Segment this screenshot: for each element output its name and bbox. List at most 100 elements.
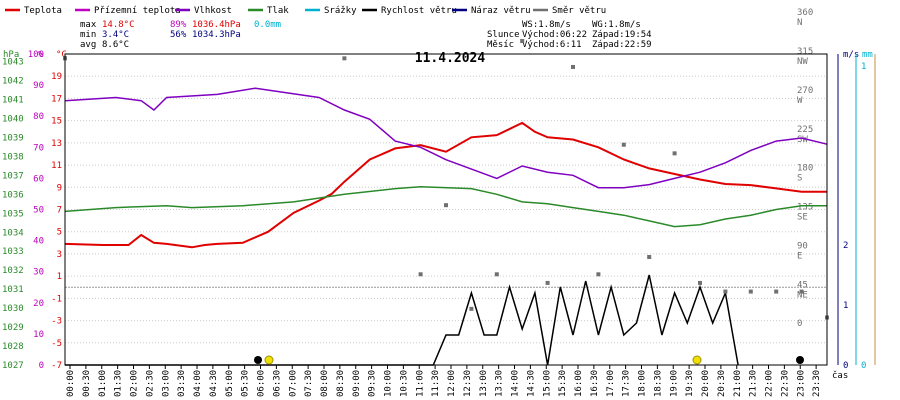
x-tick-label: 12:30 — [463, 370, 473, 397]
pressure-tick: 1035 — [2, 209, 24, 219]
x-tick-label: 19:30 — [685, 370, 695, 397]
wind-dir-label: S — [797, 174, 802, 184]
wind-ws: WS:1.8m/s — [522, 20, 571, 30]
pressure-tick: 1037 — [2, 171, 24, 181]
chart-title: 11.4.2024 — [415, 51, 486, 66]
wind-dir-label: NW — [797, 57, 808, 67]
wind-speed-tick: 0 — [843, 361, 848, 371]
x-tick-label: 04:30 — [209, 370, 219, 397]
x-tick-label: 17:00 — [606, 370, 616, 397]
legend-label: Srážky — [324, 6, 357, 16]
wind-dir-tick: 270 — [797, 86, 813, 96]
sun-label: Slunce — [487, 30, 520, 40]
x-tick-label: 15:30 — [558, 370, 568, 397]
sunset-marker — [692, 355, 702, 365]
temperature-tick: 9 — [57, 183, 62, 193]
x-tick-label: 16:30 — [590, 370, 600, 397]
stats-avg-temp: 8.6°C — [102, 40, 129, 50]
wind-dir-point — [647, 255, 652, 260]
humidity-unit: % — [38, 50, 44, 60]
wind-dir-tick: 45 — [797, 280, 808, 290]
temperature-tick: -3 — [51, 317, 62, 327]
pressure-unit: hPa — [3, 50, 19, 60]
x-tick-label: 08:30 — [336, 370, 346, 397]
temperature-tick: -7 — [51, 361, 62, 371]
x-tick-label: 10:30 — [399, 370, 409, 397]
pressure-tick: 1030 — [2, 304, 24, 314]
wind-speed-unit: m/s — [843, 50, 859, 60]
legend-label: Rychlost větru — [381, 6, 457, 16]
moon-set: Západ:22:59 — [592, 40, 652, 50]
legend-label: Přízemní teplota — [94, 6, 181, 16]
temperature-tick: 17 — [51, 94, 62, 104]
x-tick-label: 16:00 — [574, 370, 584, 397]
humidity-tick: 60 — [33, 174, 44, 184]
legend-item: Rychlost větru — [362, 6, 457, 16]
stats-max-rain: 0.0mm — [254, 20, 281, 30]
x-tick-label: 20:00 — [701, 370, 711, 397]
pressure-tick: 1028 — [2, 342, 24, 352]
astro-block: WS:1.8m/s WG:1.8m/s Slunce Východ:06:22 … — [487, 20, 652, 50]
wind-wg: WG:1.8m/s — [592, 20, 641, 30]
wind-dir-label: W — [797, 96, 803, 106]
x-tick-label: 22:00 — [765, 370, 775, 397]
humidity-tick: 20 — [33, 299, 44, 309]
wind-dir-label: SE — [797, 213, 808, 223]
temperature-tick: 1 — [57, 272, 62, 282]
pressure-tick: 1034 — [2, 228, 24, 238]
temperature-unit: °C — [56, 50, 67, 60]
wind-dir-label: SW — [797, 135, 808, 145]
wind-dir-point — [799, 289, 804, 294]
wind-dir-tick: 90 — [797, 241, 808, 251]
pressure-tick: 1031 — [2, 285, 24, 295]
astro-markers — [254, 355, 804, 365]
sun-set: Západ:19:54 — [592, 30, 652, 40]
wind-dir-point — [494, 272, 499, 277]
wind-dir-point — [444, 203, 448, 208]
x-tick-label: 09:00 — [352, 370, 362, 397]
x-tick-label: 18:00 — [638, 370, 648, 397]
x-tick-label: 13:30 — [495, 370, 505, 397]
x-tick-label: 02:30 — [145, 370, 155, 397]
pressure-tick: 1033 — [2, 247, 24, 257]
wind-dir-point — [418, 272, 423, 277]
x-tick-label: 06:00 — [257, 370, 267, 397]
wind-dir-label: NE — [797, 290, 808, 300]
wind-dir-point — [774, 289, 779, 294]
pressure-tick: 1042 — [2, 77, 24, 87]
temperature-tick: 11 — [51, 161, 62, 171]
humidity-tick: 40 — [33, 237, 44, 247]
rain-tick: 1 — [861, 62, 866, 72]
x-tick-label: 11:30 — [431, 370, 441, 397]
legend-label: Vlhkost — [194, 6, 232, 16]
x-tick-label: 14:00 — [511, 370, 521, 397]
wind-dir-point — [672, 151, 677, 156]
wind-dir-point — [545, 280, 550, 285]
temperature-tick: -5 — [51, 339, 62, 349]
x-tick-label: 20:30 — [717, 370, 727, 397]
sun-rise: Východ:06:22 — [522, 30, 587, 40]
x-tick-label: 21:00 — [733, 370, 743, 397]
humidity-tick: 30 — [33, 268, 44, 278]
x-tick-label: 17:30 — [622, 370, 632, 397]
temperature-tick: 15 — [51, 117, 62, 127]
legend-label: Tlak — [267, 6, 289, 16]
stats-block: max 14.8°C 89% 1036.4hPa 0.0mm min 3.4°C… — [80, 20, 281, 50]
x-tick-label: 01:30 — [114, 370, 124, 397]
stats-min-hum: 56% — [170, 30, 187, 40]
x-tick-label: 22:30 — [780, 370, 790, 397]
x-tick-label: 18:30 — [653, 370, 663, 397]
wind-dir-tick: 225 — [797, 125, 813, 135]
pressure-tick: 1036 — [2, 190, 24, 200]
plot-frame — [64, 53, 876, 366]
series-layer — [63, 39, 829, 366]
legend-item: Teplota — [5, 6, 62, 16]
stats-max-hum: 89% — [170, 20, 187, 30]
pressure-tick: 1032 — [2, 266, 24, 276]
x-axis: 00:00 00:30 01:00 01:30 02:00 02:30 03:00 03:30… — [66, 365, 822, 397]
sunrise-marker — [264, 355, 274, 365]
x-tick-label: 08:00 — [320, 370, 330, 397]
temperature-tick: -1 — [51, 294, 62, 304]
x-tick-label: 15:00 — [542, 370, 552, 397]
